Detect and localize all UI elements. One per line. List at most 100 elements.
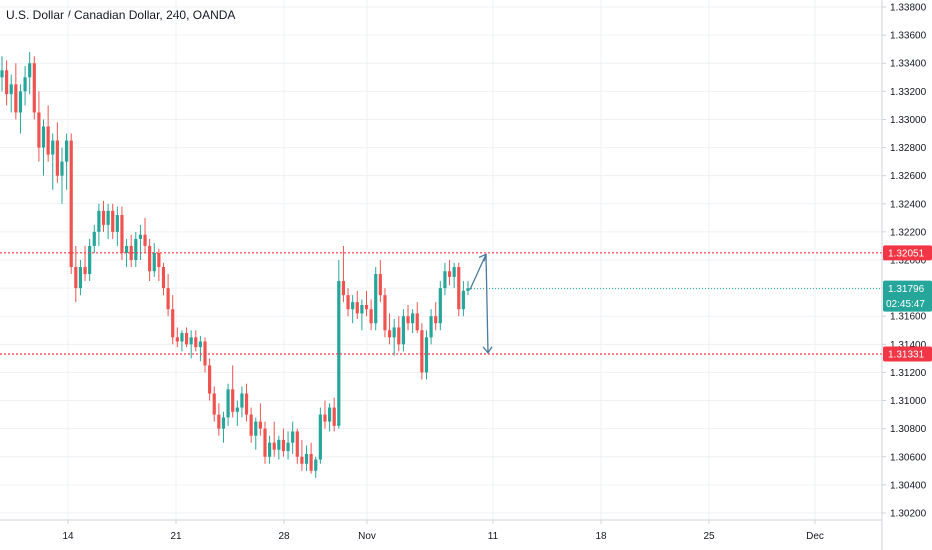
candle-body xyxy=(258,421,262,429)
candle xyxy=(401,309,406,352)
candle-body xyxy=(424,337,429,373)
candle-body xyxy=(194,337,198,348)
candle-body xyxy=(346,295,350,310)
price-axis[interactable]: 1.33800 1.33600 1.33400 1.33200 1.33000 1.328… xyxy=(882,3,927,520)
candle-body xyxy=(420,330,424,373)
candle-body xyxy=(369,309,373,324)
candle xyxy=(92,224,96,253)
candle xyxy=(443,262,447,296)
candle xyxy=(175,327,179,348)
candle-body xyxy=(244,393,249,415)
candle xyxy=(97,203,101,246)
candle-body xyxy=(143,234,147,246)
lower-level-tag: 1.31331 xyxy=(883,346,932,362)
candle xyxy=(411,309,415,334)
candle-body xyxy=(406,316,410,324)
candle-body xyxy=(374,274,378,324)
candle xyxy=(32,56,36,120)
candle xyxy=(115,206,119,246)
candle-body xyxy=(332,407,336,426)
price-tick-label: 1.32400 xyxy=(890,199,927,210)
candle xyxy=(424,330,429,380)
candle xyxy=(461,281,465,317)
price-tick-label: 1.31400 xyxy=(890,340,927,351)
candle-body xyxy=(64,140,69,162)
candle xyxy=(281,428,286,457)
price-tick-label: 1.30600 xyxy=(890,452,927,463)
candle-body xyxy=(23,77,27,92)
candle-body xyxy=(318,414,322,460)
candle-body xyxy=(129,245,133,260)
arrow-up-line[interactable] xyxy=(469,254,487,290)
candle-body xyxy=(397,327,401,345)
candle xyxy=(0,56,4,92)
candle xyxy=(148,238,152,282)
grid xyxy=(0,0,882,520)
candle xyxy=(217,403,221,436)
candle-body xyxy=(281,439,286,452)
candle-body xyxy=(46,126,50,155)
candle-body xyxy=(175,337,179,342)
candle xyxy=(304,445,309,471)
candles xyxy=(0,52,470,478)
candle-body xyxy=(92,231,96,246)
time-tick-label: Nov xyxy=(358,531,376,542)
arrow-down-line[interactable] xyxy=(485,254,489,353)
projection-arrows[interactable] xyxy=(469,253,493,354)
candle-body xyxy=(28,63,32,78)
candle xyxy=(397,316,401,352)
candle-body xyxy=(0,70,4,78)
candle xyxy=(268,435,272,464)
candle xyxy=(360,299,364,331)
candle-body xyxy=(212,393,216,415)
candle xyxy=(212,386,216,422)
price-tick-label: 1.33400 xyxy=(890,59,927,70)
candle-body xyxy=(161,267,166,289)
candle xyxy=(355,290,359,320)
candle-body xyxy=(138,234,143,239)
candle xyxy=(337,260,341,429)
candle-body xyxy=(411,313,415,324)
countdown-label: 02:45:47 xyxy=(886,299,925,310)
candle xyxy=(300,439,304,471)
candle-body xyxy=(124,245,129,253)
candle xyxy=(383,288,387,338)
candle xyxy=(323,400,327,429)
candle-body xyxy=(198,341,202,348)
candle xyxy=(152,243,156,277)
candle-body xyxy=(461,290,465,310)
time-tick-label: 28 xyxy=(278,531,290,542)
candle xyxy=(5,60,9,106)
candle xyxy=(235,400,239,426)
candle xyxy=(106,203,110,239)
candle xyxy=(18,84,23,134)
candle xyxy=(60,147,64,204)
candle xyxy=(129,234,133,268)
candle xyxy=(392,319,396,356)
candle xyxy=(101,200,106,232)
time-axis[interactable]: 14 21 28 Nov 11 18 25 Dec xyxy=(62,520,824,542)
candle-body xyxy=(351,302,355,310)
candle-body xyxy=(134,238,138,260)
candle-body xyxy=(327,407,332,422)
candle xyxy=(447,260,452,286)
price-tick-label: 1.31000 xyxy=(890,396,927,407)
candle-body xyxy=(304,453,309,464)
candle-body xyxy=(120,215,124,253)
levels xyxy=(0,252,882,355)
candle xyxy=(378,260,382,303)
candle xyxy=(157,248,161,282)
candle-body xyxy=(360,304,364,314)
candle xyxy=(226,383,230,426)
candle-body xyxy=(415,313,419,331)
candle xyxy=(434,302,438,331)
price-tick-label: 1.33600 xyxy=(890,31,927,42)
candle-body xyxy=(387,330,392,338)
candle-body xyxy=(254,421,258,436)
time-tick-label: 21 xyxy=(170,531,182,542)
candle xyxy=(46,105,50,162)
candle xyxy=(14,63,18,120)
candle xyxy=(28,52,32,95)
candle xyxy=(258,403,262,436)
